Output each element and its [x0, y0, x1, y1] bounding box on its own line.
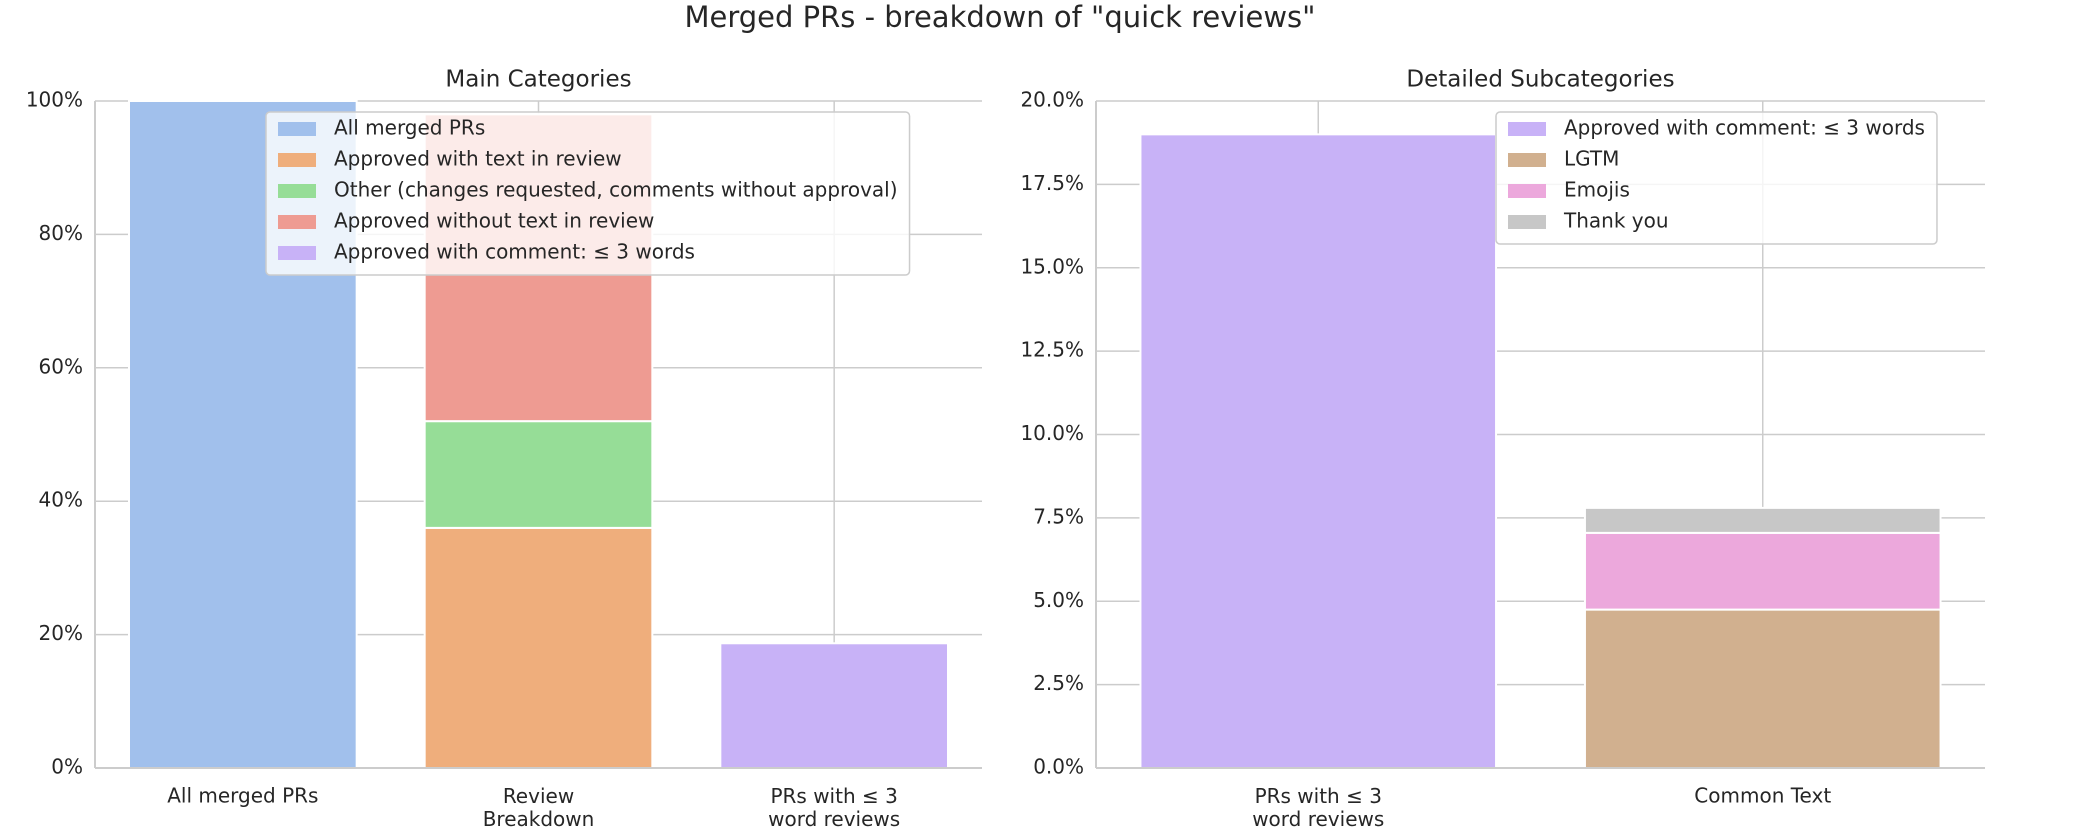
legend-swatch [278, 246, 316, 260]
y-tick-label: 12.5% [1020, 338, 1084, 362]
y-tick-label: 0% [51, 755, 83, 779]
legend-label: Emojis [1564, 178, 1630, 202]
legend-label: Approved with comment: ≤ 3 words [1564, 116, 1925, 140]
legend-label: LGTM [1564, 147, 1619, 171]
y-tick-label: 100% [26, 88, 83, 112]
legend-label: Approved with comment: ≤ 3 words [334, 240, 695, 264]
y-tick-label: 5.0% [1033, 588, 1084, 612]
legend-box [1495, 111, 1938, 245]
y-tick-label: 17.5% [1020, 171, 1084, 195]
legend-label: Thank you [1563, 209, 1669, 233]
bar-segment [1139, 133, 1498, 770]
figure-title: Merged PRs - breakdown of "quick reviews… [684, 0, 1315, 34]
y-tick-label: 80% [39, 221, 83, 245]
y-tick-label: 15.0% [1020, 254, 1084, 278]
legend-swatch [278, 215, 316, 229]
x-tick-label: Review Breakdown [483, 784, 595, 831]
legend-swatch [278, 153, 316, 167]
bar-segment [719, 642, 949, 769]
x-tick-label: PRs with ≤ 3 word reviews [1252, 784, 1384, 831]
x-tick-label: All merged PRs [167, 784, 318, 808]
legend-swatch [1508, 215, 1546, 229]
legend-swatch [1508, 122, 1546, 136]
y-tick-label: 10.0% [1020, 421, 1084, 445]
legend-swatch [278, 122, 316, 136]
bar-segment [423, 526, 654, 769]
legend-label: Approved without text in review [334, 209, 654, 233]
legend-label: Approved with text in review [334, 147, 622, 171]
bar-segment [1583, 506, 1942, 534]
legend-label: All merged PRs [334, 116, 485, 140]
y-tick-label: 40% [39, 488, 83, 512]
legend-swatch [1508, 184, 1546, 198]
x-tick-label: PRs with ≤ 3 word reviews [768, 784, 900, 831]
y-tick-label: 0.0% [1033, 755, 1084, 779]
legend-box [265, 111, 911, 276]
legend-swatch [1508, 153, 1546, 167]
y-tick-label: 20% [39, 621, 83, 645]
y-tick-label: 20.0% [1020, 88, 1084, 112]
bar-segment [1583, 608, 1942, 770]
axes-title: Main Categories [445, 67, 631, 93]
legend: Approved with comment: ≤ 3 words LGTM Emoj… [1495, 111, 1938, 245]
legend-swatch [278, 184, 316, 198]
bar-segment [1583, 531, 1942, 611]
y-tick-label: 2.5% [1033, 671, 1084, 695]
legend: All merged PRs Approved with text in revi… [265, 111, 911, 276]
y-tick-label: 7.5% [1033, 504, 1084, 528]
bar-segment [423, 420, 654, 529]
x-tick-label: Common Text [1694, 784, 1831, 808]
axes-title: Detailed Subcategories [1406, 67, 1674, 93]
legend-label: Other (changes requested, comments witho… [334, 178, 898, 202]
y-tick-label: 60% [39, 354, 83, 378]
